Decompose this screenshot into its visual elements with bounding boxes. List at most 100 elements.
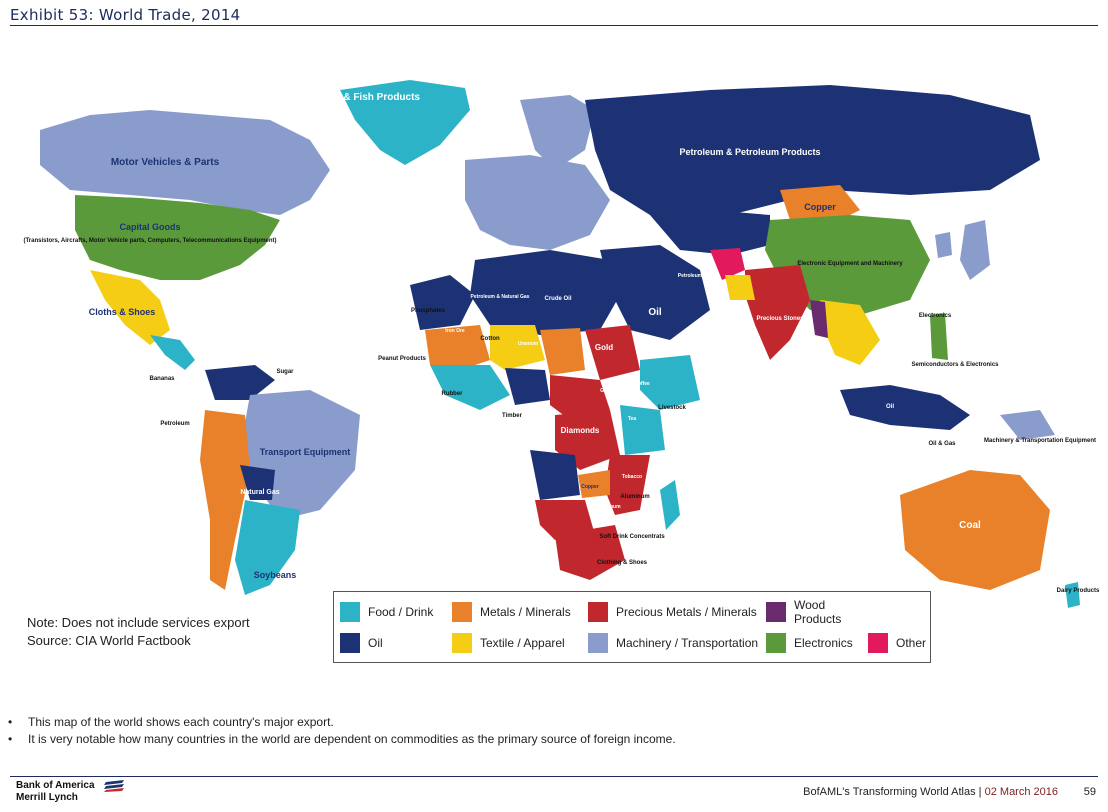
label-gold: Gold — [595, 343, 613, 352]
region-mongolia — [780, 185, 860, 225]
bullet-item: This map of the world shows each country… — [8, 715, 676, 729]
region-pakistan — [725, 275, 755, 300]
legend-item-food-drink: Food / Drink — [340, 601, 452, 622]
footer-divider — [10, 776, 1098, 777]
label-semiconductors: Semiconductors & Electronics — [911, 362, 999, 368]
label-natural-gas: Natural Gas — [240, 489, 279, 496]
region-korea — [935, 232, 952, 258]
region-usa — [75, 195, 280, 280]
region-europe — [465, 155, 610, 250]
legend-swatch — [588, 601, 608, 622]
legend-swatch — [766, 632, 786, 653]
region-nz — [1065, 582, 1080, 608]
label-petroleum-ecuador: Petroleum — [160, 421, 189, 427]
legend-item-machinery: Machinery / Transportation — [588, 632, 766, 653]
logo-line-2: Merrill Lynch — [16, 792, 78, 803]
region-central-africa — [550, 375, 610, 420]
label-iron-ore: Iron Ore — [445, 328, 465, 334]
legend-swatch — [340, 632, 360, 653]
label-soybeans: Soybeans — [254, 570, 297, 580]
label-grains: Grains — [600, 388, 616, 394]
label-transport-equipment: Transport Equipment — [260, 447, 351, 457]
region-nigeria — [505, 368, 550, 405]
note-source: Source: CIA World Factbook — [27, 633, 191, 648]
region-chad — [540, 328, 585, 375]
region-canada — [40, 110, 330, 215]
legend-label: Metals / Minerals — [480, 604, 571, 619]
label-aluminum: Aluminum — [620, 494, 649, 500]
page-number: 59 — [1083, 786, 1096, 798]
label-oil-gas: Oil & Gas — [928, 441, 956, 447]
legend-label: Electronics — [794, 635, 853, 650]
region-indonesia — [840, 385, 970, 430]
label-timber: Timber — [502, 413, 523, 419]
region-east-africa — [620, 405, 665, 455]
label-bananas: Bananas — [149, 376, 175, 382]
title-divider — [10, 25, 1098, 26]
label-fish: Fish & Fish Products — [320, 92, 420, 103]
region-se-asia — [820, 300, 880, 365]
region-japan — [960, 220, 990, 280]
region-namibia — [535, 500, 595, 540]
legend-label: Food / Drink — [368, 604, 434, 619]
label-coal: Coal — [959, 520, 981, 531]
region-west-africa — [430, 365, 510, 410]
label-dairy: Dairy Products — [1057, 588, 1100, 594]
page-title: Exhibit 53: World Trade, 2014 — [10, 6, 241, 24]
region-png — [1000, 410, 1055, 440]
label-soft-drink: Soft Drink Concentrats — [599, 534, 665, 540]
region-peru-chile — [200, 410, 250, 590]
bank-logo: Bank of America Merrill Lynch — [16, 780, 124, 804]
label-clothing-shoes-sa: Clothing & Shoes — [597, 560, 648, 566]
region-myanmar — [810, 300, 828, 338]
label-cloths-shoes: Cloths & Shoes — [89, 307, 156, 317]
footer-separator: | — [975, 786, 985, 798]
region-south-africa — [555, 525, 625, 580]
legend-label: Oil — [368, 635, 383, 650]
bullet-list: This map of the world shows each country… — [8, 715, 676, 749]
legend-label: Precious Metals / Minerals — [616, 604, 757, 619]
label-capital-goods-detail: (Transistors, Aircrafts, Motor Vehicle p… — [23, 238, 276, 244]
legend-item-electronics: Electronics — [766, 632, 868, 653]
legend-swatch — [452, 632, 472, 653]
label-electronics: Electronics — [919, 313, 952, 319]
label-platinum: Platinum — [599, 504, 621, 510]
legend-item-wood: Wood Products — [766, 598, 868, 626]
region-zambia — [578, 470, 610, 498]
legend-item-precious-metals: Precious Metals / Minerals — [588, 601, 766, 622]
region-central-america — [150, 335, 195, 370]
legend-item-oil: Oil — [340, 632, 452, 653]
publication-date: 02 March 2016 — [984, 786, 1058, 798]
label-petroleum-russia: Petroleum & Petroleum Products — [679, 147, 820, 157]
footer-publication: BofAML's Transforming World Atlas | 02 M… — [803, 786, 1058, 798]
label-coffee: Coffee — [634, 381, 650, 387]
label-sugar: Sugar — [276, 369, 294, 375]
legend-swatch — [766, 601, 786, 622]
legend-swatch — [452, 601, 472, 622]
region-morocco — [410, 275, 475, 330]
region-middle-east — [600, 245, 710, 340]
label-motor-vehicles: Motor Vehicles & Parts — [111, 157, 220, 168]
region-venezuela — [205, 365, 275, 400]
note-services: Note: Does not include services export — [27, 615, 250, 630]
legend-swatch — [588, 632, 608, 653]
region-algeria-libya — [470, 250, 620, 335]
label-petroleum-ng: Petroleum & Natural Gas — [471, 294, 530, 300]
region-argentina — [235, 500, 300, 595]
region-afghanistan — [710, 248, 745, 280]
label-livestock: Livestock — [658, 405, 686, 411]
label-tea: Tea — [628, 416, 636, 422]
region-niger — [490, 325, 545, 370]
region-mexico — [90, 270, 170, 345]
legend-item-textile: Textile / Apparel — [452, 632, 588, 653]
label-oil-indonesia: Oil — [886, 404, 894, 410]
map-note: Note: Does not include services export S… — [27, 614, 250, 650]
region-philippines — [930, 313, 948, 360]
publication-name: BofAML's Transforming World Atlas — [803, 786, 976, 798]
label-precious-stones: Precious Stones — [756, 316, 804, 322]
legend-label: Machinery / Transportation — [616, 635, 759, 650]
legend-label: Wood Products — [794, 597, 842, 626]
region-kazakhstan — [650, 210, 770, 255]
region-india — [745, 265, 810, 360]
label-electronic-china: Electronic Equipment and Machinery — [797, 261, 903, 267]
